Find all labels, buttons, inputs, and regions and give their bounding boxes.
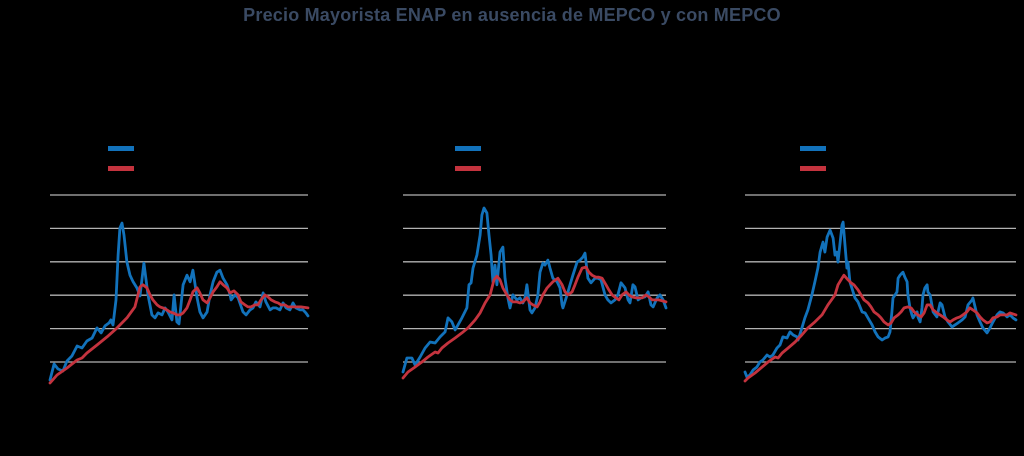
series-line-red-series [743,273,1018,383]
chart-panel-right [743,146,1018,383]
series-line-blue-series [48,221,310,382]
legend-swatch-blue-series [455,146,481,151]
chart-title: Precio Mayorista ENAP en ausencia de MEP… [243,5,781,25]
legend-swatch-red-series [455,166,481,171]
legend-swatch-red-series [108,166,134,171]
legend-swatch-blue-series [800,146,826,151]
series-line-blue-series [743,220,1018,379]
chart-panel-center [401,146,668,380]
chart-panel-left [48,146,310,385]
series-line-red-series [401,265,668,380]
series-line-blue-series [401,206,668,374]
legend-swatch-blue-series [108,146,134,151]
series-line-red-series [48,280,310,385]
legend-swatch-red-series [800,166,826,171]
